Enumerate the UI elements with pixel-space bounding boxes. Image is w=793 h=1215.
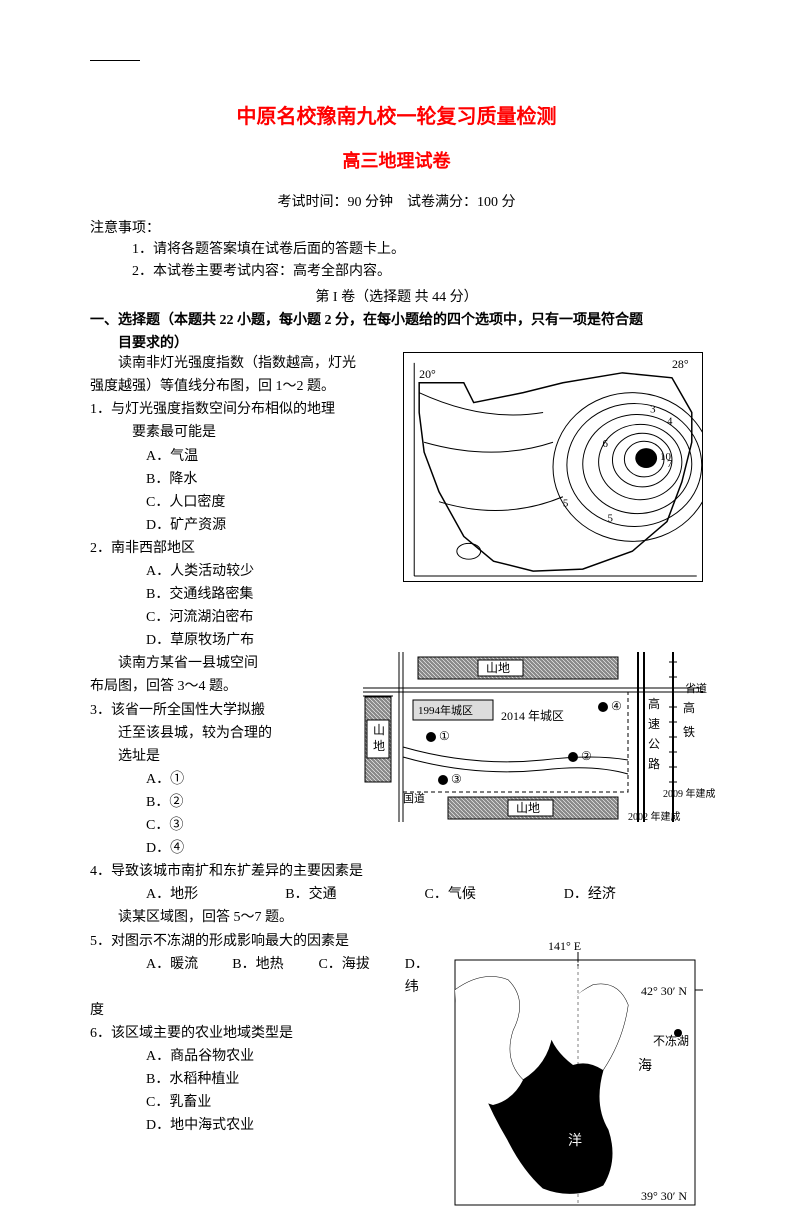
intro2-l2: 布局图，回答 3～4 题。 [90, 675, 320, 698]
notice-item-1: 1．请将各题答案填在试卷后面的答题卡上。 [90, 239, 703, 261]
block-q1q2: 20° 28° 26° 34° 3 4 5 5 6 7 10 [90, 352, 703, 652]
q1-stem: 1．与灯光强度指数空间分布相似的地理 [90, 398, 370, 421]
notice-label: 注意事项： [90, 217, 703, 237]
block-q3q4: 山地 山 地 山地 2014 年城区 1994年城区 省道 [90, 652, 703, 929]
q5-opt-d: D．纬 [405, 953, 430, 999]
q4-opt-b: B．交通 [285, 883, 424, 906]
city-2014-label: 2014 年城区 [501, 709, 564, 723]
sea-label: 海 [638, 1058, 652, 1074]
lat-39-label: 39° 30′ N [641, 1189, 687, 1203]
q2-opt-d: D．草原牧场广布 [90, 629, 370, 652]
mountain-label-left-2: 地 [373, 739, 385, 753]
intro1-l2: 强度越强）等值线分布图，回 1～2 题。 [90, 375, 370, 398]
q3-stem2: 迁至该县城，较为合理的 [90, 722, 320, 745]
shengdao-label: 省道 [685, 681, 707, 695]
intro3-l1: 读某区域图，回答 5～7 题。 [90, 906, 703, 929]
intro1-l1: 读南非灯光强度指数（指数越高，灯光 [90, 352, 370, 375]
contour-label-4: 4 [667, 416, 673, 428]
top-rule-line [90, 60, 140, 61]
city-1994-label: 1994年城区 [418, 703, 473, 717]
q4-opt-d: D．经济 [564, 883, 703, 906]
city-map-svg: 山地 山 地 山地 2014 年城区 1994年城区 省道 [363, 652, 723, 827]
south-africa-map: 20° 28° 26° 34° 3 4 5 5 6 7 10 [403, 352, 703, 582]
highway-label-2: 速 [648, 717, 660, 731]
q3-opt-c: C．③ [90, 814, 320, 837]
q2-opt-c: C．河流湖泊密布 [90, 606, 370, 629]
q3-opt-b: B．② [90, 791, 320, 814]
mountain-label-left-1: 山 [373, 723, 385, 737]
q6-opt-c: C．乳畜业 [90, 1091, 430, 1114]
exam-info: 考试时间：90 分钟 试卷满分：100 分 [90, 191, 703, 211]
y2009-label: 2009 年建成 [663, 787, 716, 800]
q1-opt-c: C．人口密度 [90, 491, 370, 514]
highway-label-1: 高 [648, 696, 660, 711]
q2-stem: 2．南非西部地区 [90, 537, 370, 560]
mountain-label-top: 山地 [486, 661, 510, 675]
region-map-svg: 141° E 42° 30′ N 39° 30′ N 不冻湖 海 洋 [453, 930, 713, 1210]
lon-141-label: 141° E [548, 939, 581, 953]
part-title: 第 I 卷（选择题 共 44 分） [90, 286, 703, 306]
mountain-label-bottom: 山地 [516, 801, 540, 815]
point-1: ① [439, 729, 450, 743]
contour-label-5b: 5 [563, 498, 569, 510]
q2-opt-b: B．交通线路密集 [90, 583, 370, 606]
notice-item-2: 2．本试卷主要考试内容：高考全部内容。 [90, 261, 703, 283]
q3-stem3: 选址是 [90, 745, 320, 768]
lat-28-label: 28° [672, 357, 689, 371]
q2-opt-a: A．人类活动较少 [90, 560, 370, 583]
q5-opt-c: C．海拔 [318, 953, 404, 999]
main-title: 中原名校豫南九校一轮复习质量检测 [90, 100, 703, 129]
q4-options: A．地形 B．交通 C．气候 D．经济 [90, 883, 703, 906]
ocean-label: 洋 [568, 1133, 582, 1149]
q5-opt-d2: 度 [90, 999, 430, 1022]
section-1-header: 一、选择题（本题共 22 小题，每小题 2 分，在每小题给的四个选项中，只有一项… [90, 310, 703, 332]
lake-label: 不冻湖 [653, 1033, 689, 1048]
q4-stem: 4．导致该城市南扩和东扩差异的主要因素是 [90, 860, 703, 883]
lat-42-label: 42° 30′ N [641, 984, 687, 998]
q5-stem: 5．对图示不冻湖的形成影响最大的因素是 [90, 930, 430, 953]
q3-stem: 3．该省一所全国性大学拟搬 [90, 699, 320, 722]
q6-stem: 6．该区域主要的农业地域类型是 [90, 1022, 430, 1045]
rail-label-2: 铁 [683, 725, 695, 739]
q3-opt-a: A．① [90, 768, 320, 791]
q6-opt-b: B．水稻种植业 [90, 1068, 430, 1091]
highway-label-4: 路 [648, 756, 660, 771]
q5-opt-a: A．暖流 [146, 953, 232, 999]
point-2: ② [581, 749, 592, 763]
south-africa-map-svg: 20° 28° 26° 34° 3 4 5 5 6 7 10 [404, 353, 702, 581]
rail-label-1: 高 [683, 700, 695, 715]
q5-opt-b: B．地热 [232, 953, 318, 999]
q1-opt-a: A．气温 [90, 445, 370, 468]
city-layout-map: 山地 山 地 山地 2014 年城区 1994年城区 省道 [363, 652, 723, 827]
contour-label-3: 3 [650, 404, 656, 416]
point-4: ④ [611, 699, 622, 713]
q4-opt-a: A．地形 [146, 883, 285, 906]
point-3: ③ [451, 772, 462, 786]
section-1-header-cont: 目要求的） [90, 332, 703, 352]
q5-options: A．暖流 B．地热 C．海拔 D．纬 [90, 953, 430, 999]
highway-label-3: 公 [648, 737, 660, 751]
q4-opt-c: C．气候 [425, 883, 564, 906]
intro2-l1: 读南方某省一县城空间 [90, 652, 320, 675]
q6-opt-a: A．商品谷物农业 [90, 1045, 430, 1068]
q3-opt-d: D．④ [90, 837, 320, 860]
q1-opt-b: B．降水 [90, 468, 370, 491]
q1-stem2: 要素最可能是 [90, 421, 370, 444]
block-q5q6: 141° E 42° 30′ N 39° 30′ N 不冻湖 海 洋 5．对图示… [90, 930, 703, 1138]
sub-title: 高三地理试卷 [90, 147, 703, 173]
contour-label-5a: 5 [608, 513, 614, 525]
region-map: 141° E 42° 30′ N 39° 30′ N 不冻湖 海 洋 [453, 930, 713, 1210]
contour-label-10: 10 [660, 451, 671, 463]
lon-20-label: 20° [419, 367, 436, 381]
q1-opt-d: D．矿产资源 [90, 514, 370, 537]
q6-opt-d: D．地中海式农业 [90, 1114, 430, 1137]
guodao-label: 国道 [403, 791, 425, 805]
contour-label-6: 6 [603, 438, 609, 450]
